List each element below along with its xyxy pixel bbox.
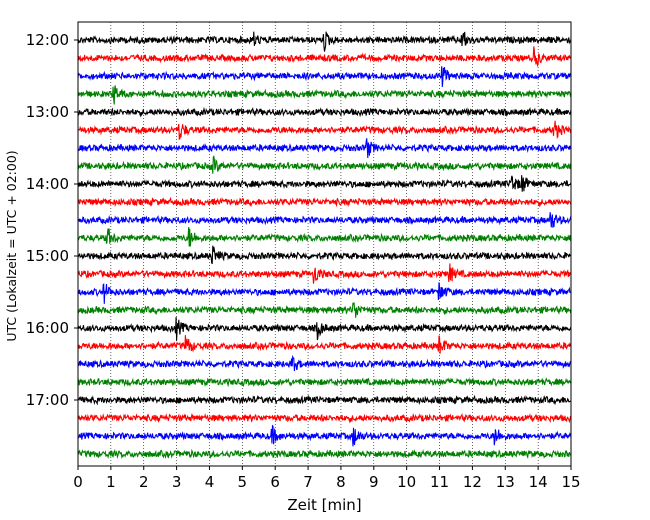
trace-1330	[77, 138, 572, 159]
traces	[77, 31, 572, 460]
x-tick-label: 7	[303, 473, 313, 491]
y-tick-label: 14:00	[26, 175, 69, 193]
y-tick-label: 12:00	[26, 31, 69, 49]
trace-1445	[77, 226, 572, 247]
trace-1715	[77, 412, 572, 424]
x-tick-label: 3	[172, 473, 182, 491]
grid-lines	[110, 22, 539, 466]
trace-1215	[77, 46, 572, 68]
trace-1245	[77, 85, 572, 105]
x-axis-label: Zeit [min]	[287, 496, 361, 514]
x-axis-ticks: 0 1 2 3 4 5 6 7 8 9 10 11 12 13 14 15	[73, 466, 581, 491]
trace-1315	[77, 120, 572, 141]
x-tick-label: 14	[529, 473, 548, 491]
y-tick-label: 16:00	[26, 319, 69, 337]
trace-1700	[77, 394, 572, 406]
trace-1415	[77, 196, 572, 208]
trace-1345	[77, 155, 572, 174]
trace-1545	[77, 301, 572, 318]
x-tick-label: 10	[397, 473, 416, 491]
x-tick-label: 9	[369, 473, 379, 491]
x-tick-label: 5	[238, 473, 248, 491]
x-tick-label: 11	[430, 473, 449, 491]
x-tick-label: 4	[205, 473, 215, 491]
trace-1615	[77, 335, 572, 354]
trace-1400	[77, 175, 572, 192]
y-axis-ticks: 12:00 13:00 14:00 15:00 16:00 17:00	[26, 31, 78, 409]
trace-1200	[77, 31, 572, 52]
trace-1230	[77, 66, 572, 87]
trace-1515	[77, 263, 571, 284]
trace-1300	[77, 106, 572, 118]
trace-1430	[77, 212, 572, 228]
x-tick-label: 6	[270, 473, 280, 491]
trace-1630	[77, 354, 572, 371]
trace-1730	[77, 424, 572, 447]
y-axis-label: UTC (Lokalzeit = UTC + 02:00)	[4, 150, 19, 341]
x-tick-label: 12	[463, 473, 482, 491]
plot-frame	[77, 21, 572, 467]
y-tick-label: 17:00	[26, 391, 69, 409]
x-tick-label: 13	[496, 473, 515, 491]
trace-1745	[77, 448, 572, 460]
y-tick-label: 13:00	[26, 103, 69, 121]
x-tick-label: 15	[561, 473, 580, 491]
x-tick-label: 2	[139, 473, 149, 491]
trace-1645	[77, 377, 572, 388]
x-tick-label: 8	[336, 473, 346, 491]
x-tick-label: 0	[73, 473, 83, 491]
trace-1500	[77, 245, 572, 265]
trace-1530	[77, 282, 572, 304]
x-tick-label: 1	[106, 473, 116, 491]
y-tick-label: 15:00	[26, 247, 69, 265]
trace-1600	[77, 316, 572, 341]
